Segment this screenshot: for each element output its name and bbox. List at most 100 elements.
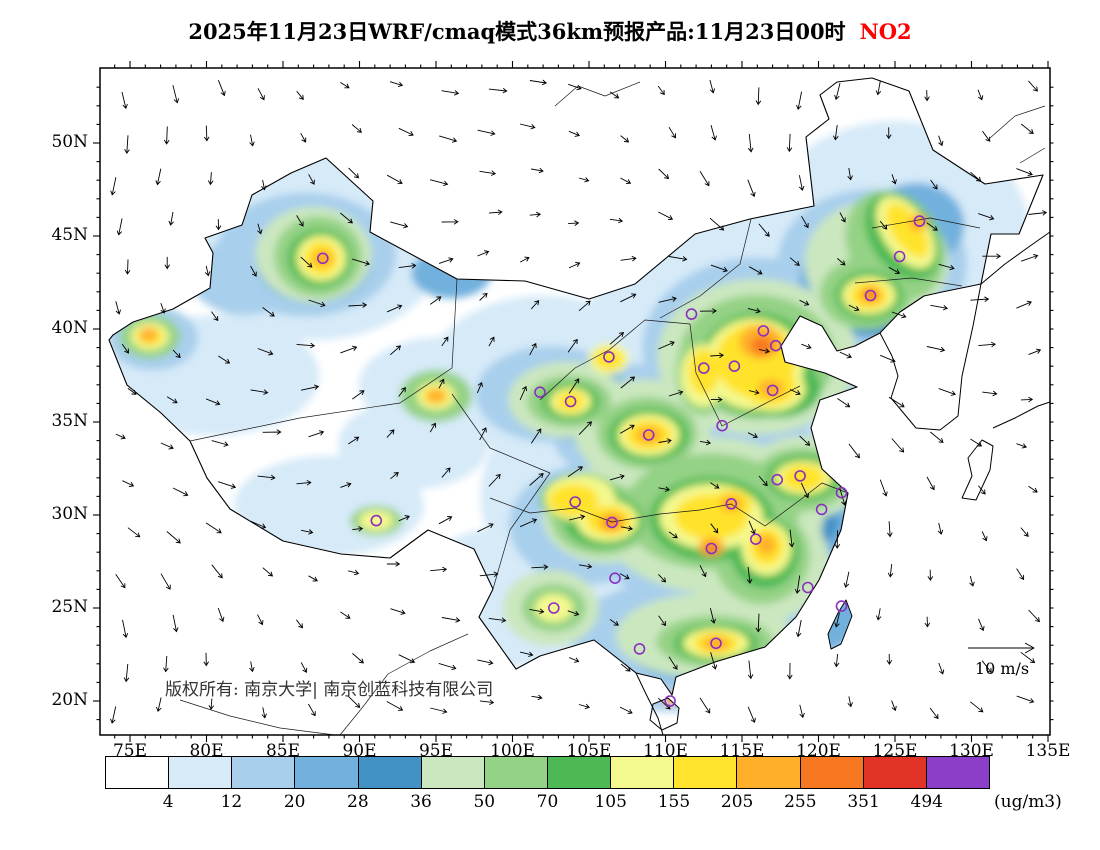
wind-vector (746, 566, 753, 584)
wind-vector (758, 348, 770, 354)
wind-vector (390, 471, 399, 480)
wind-vector (519, 256, 530, 263)
lat-tick-label: 45N (51, 225, 88, 245)
field-region (635, 427, 662, 443)
wind-vector (658, 296, 677, 303)
wind-vector (609, 474, 625, 481)
wind-vector (620, 293, 637, 303)
colorbar-tick-label: 494 (910, 792, 943, 812)
wind-vector (658, 168, 670, 180)
japan-kyushu-coastline (961, 439, 994, 501)
wind-vector (929, 707, 939, 720)
wind-vector (668, 126, 677, 139)
wind-vector (837, 258, 846, 266)
wind-vector (609, 91, 620, 99)
wind-vector (620, 525, 634, 532)
colorbar-tick-label: 351 (847, 792, 880, 812)
title-text: 2025年11月23日WRF/cmaq模式36km预报产品:11月23日00时 (188, 19, 846, 44)
wind-vector (308, 703, 316, 717)
wind-vector (296, 619, 304, 629)
wind-vector (924, 616, 931, 628)
colorbar-units: (ug/m3) (994, 792, 1062, 812)
wind-vector (747, 133, 754, 153)
wind-vector (970, 701, 984, 713)
wind-vector (978, 485, 986, 495)
wind-vector (488, 473, 501, 487)
wind-vector (799, 299, 810, 306)
wind-vector (205, 522, 222, 534)
siberia-river (989, 105, 1046, 164)
wind-vector (567, 610, 580, 617)
map-frame (99, 67, 1051, 736)
wind-vector (155, 168, 162, 186)
colorbar-tick-label: 70 (536, 792, 559, 812)
wind-vector (1016, 300, 1032, 309)
wind-vector (787, 662, 793, 680)
wind-vector (257, 223, 263, 235)
wind-vector (479, 427, 487, 441)
wind-vector (891, 174, 897, 185)
wind-vector (519, 651, 534, 658)
wind-vector (798, 175, 805, 192)
wind-vector (348, 569, 360, 576)
city-marker (685, 308, 698, 320)
wind-vector (1016, 168, 1033, 176)
wind-vector (1028, 348, 1042, 356)
wind-vector (578, 563, 593, 570)
wind-vector (488, 209, 503, 216)
wind-vector (519, 123, 536, 130)
city-marker (771, 473, 784, 486)
wind-vector (438, 516, 453, 525)
wind-vector (257, 88, 265, 101)
wind-scale-legend: 10 m/s (968, 642, 1035, 678)
japan-honshu-coastline (992, 401, 1051, 429)
wind-vector (699, 439, 712, 446)
colorbar-cell (547, 757, 612, 788)
wind-vector (799, 435, 811, 446)
province-border-tibet (451, 393, 551, 590)
wind-scale-arrow-icon (968, 642, 1035, 654)
wind-vector (296, 479, 312, 486)
city-marker (710, 637, 722, 650)
colorbar-tick-label: 50 (473, 792, 496, 812)
wind-vector (978, 213, 995, 221)
wind-vector (390, 608, 406, 615)
wind-vector (970, 171, 982, 182)
wind-vector (1016, 568, 1025, 581)
wind-vector (249, 661, 255, 673)
wind-vector (619, 706, 633, 714)
wind-vector (488, 87, 508, 94)
city-marker (766, 384, 779, 397)
wind-vector (1016, 443, 1028, 449)
wind-vector (977, 89, 984, 101)
wind-vector (160, 573, 171, 590)
wind-vector (839, 212, 846, 223)
wind-vector (529, 211, 542, 218)
wind-vector (530, 300, 540, 310)
wind-vector (839, 487, 847, 506)
wind-vector (930, 431, 944, 443)
wind-vector (261, 179, 267, 191)
wind-vector (926, 222, 938, 231)
wind-vector (891, 700, 897, 712)
wind-vector (609, 332, 625, 345)
wind-vector (439, 135, 458, 143)
city-marker (913, 215, 926, 227)
wind-vector (172, 85, 180, 104)
colorbar-tick-label: 36 (410, 792, 432, 812)
wind-vector (351, 124, 362, 133)
field-region (750, 336, 773, 355)
wind-vector (879, 479, 888, 497)
wind-vector (938, 263, 955, 271)
wind-vector (352, 526, 364, 532)
wind-vector (386, 429, 395, 438)
wind-vector (529, 608, 545, 615)
wind-vector (476, 381, 483, 394)
wind-vector (257, 474, 276, 481)
wind-vector (578, 300, 591, 312)
wind-vector (115, 301, 122, 315)
wind-vector (938, 388, 957, 396)
wind-vector (747, 660, 754, 680)
wind-vector (479, 699, 495, 706)
